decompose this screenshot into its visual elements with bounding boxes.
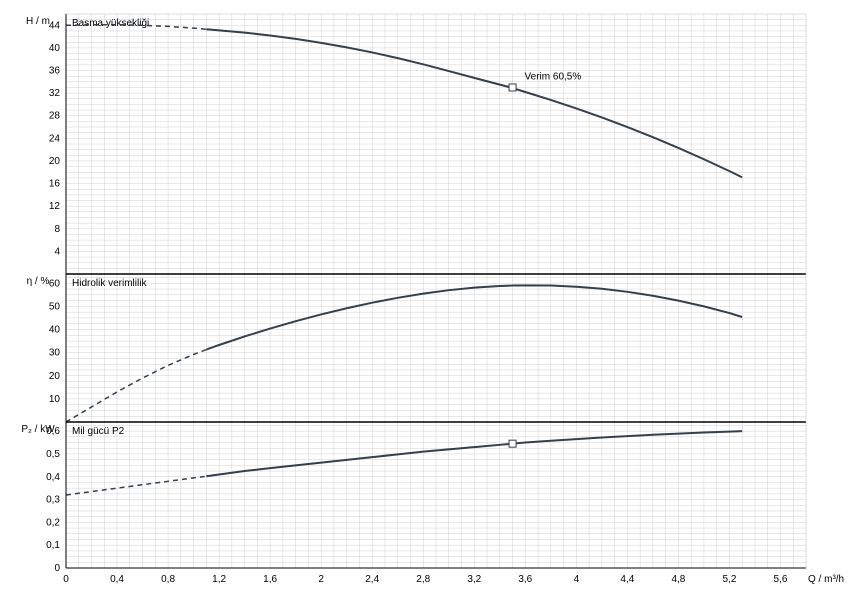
y-tick-label: 0,5	[46, 449, 60, 460]
panel-label: Hidrolik verimlilik	[72, 278, 147, 289]
x-tick-label: 0	[63, 574, 69, 585]
x-tick-label: 0,4	[110, 574, 124, 585]
x-tick-label: 3,2	[467, 574, 481, 585]
x-tick-label: 0,8	[161, 574, 175, 585]
curve-dashed-power	[66, 476, 206, 495]
x-tick-label: 5,2	[722, 574, 736, 585]
y-axis-title: η / %	[27, 276, 50, 287]
panel-label: Mil gücü P2	[72, 426, 125, 437]
duty-point-label: Verim 60,5%	[525, 71, 582, 82]
y-tick-label: 50	[49, 301, 61, 312]
x-tick-label: 4	[574, 574, 580, 585]
y-tick-label: 16	[49, 179, 61, 190]
chart-svg: 48121620242832364044H / mBasma yüksekliğ…	[0, 0, 850, 600]
x-tick-label: 1,2	[212, 574, 226, 585]
x-tick-label: 4,8	[671, 574, 685, 585]
y-tick-label: 0,2	[46, 517, 60, 528]
y-tick-label: 36	[49, 66, 61, 77]
x-tick-label: 5,6	[774, 574, 788, 585]
y-tick-label: 8	[54, 224, 60, 235]
x-tick-label: 2,8	[416, 574, 430, 585]
y-tick-label: 10	[49, 394, 61, 405]
y-tick-label: 24	[49, 133, 61, 144]
y-tick-label: 32	[49, 88, 61, 99]
y-tick-label: 40	[49, 43, 61, 54]
duty-point-marker	[509, 440, 516, 447]
y-tick-label: 28	[49, 111, 61, 122]
y-tick-label: 0,3	[46, 495, 60, 506]
y-tick-label: 44	[49, 20, 61, 31]
x-tick-label: 2,4	[365, 574, 379, 585]
x-tick-label: 1,6	[263, 574, 277, 585]
x-tick-label: 2	[318, 574, 324, 585]
y-tick-label: 20	[49, 371, 61, 382]
pump-curve-chart: 48121620242832364044H / mBasma yüksekliğ…	[0, 0, 850, 600]
y-tick-label: 12	[49, 201, 61, 212]
x-tick-label: 3,6	[518, 574, 532, 585]
duty-point-marker	[509, 84, 516, 91]
y-axis-title: P₂ / kW	[21, 424, 55, 435]
curve-dashed-eff	[66, 350, 206, 422]
y-tick-label: 0,4	[46, 472, 60, 483]
y-axis-title: H / m	[26, 16, 50, 27]
y-tick-label: 30	[49, 348, 61, 359]
x-tick-label: 4,4	[620, 574, 634, 585]
panel-label: Basma yüksekliği	[72, 18, 149, 29]
x-axis-title: Q / m³/h	[808, 574, 844, 585]
y-tick-label: 40	[49, 325, 61, 336]
y-tick-label: 0	[54, 563, 60, 574]
y-tick-label: 0,1	[46, 540, 60, 551]
y-tick-label: 60	[49, 278, 61, 289]
y-tick-label: 20	[49, 156, 61, 167]
y-tick-label: 4	[54, 246, 60, 257]
